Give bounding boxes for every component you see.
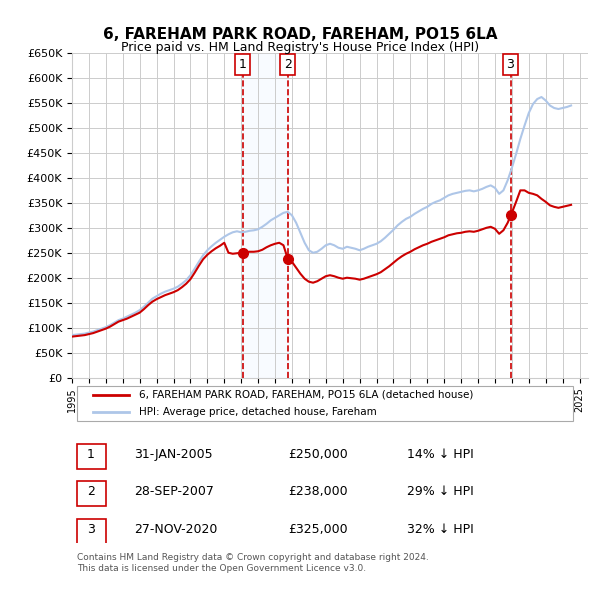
Text: 2: 2 <box>284 58 292 71</box>
Text: 1: 1 <box>87 448 95 461</box>
Text: HPI: Average price, detached house, Fareham: HPI: Average price, detached house, Fare… <box>139 407 377 417</box>
Bar <box>242 53 288 378</box>
Text: 3: 3 <box>87 523 95 536</box>
FancyBboxPatch shape <box>77 481 106 506</box>
Text: £238,000: £238,000 <box>289 485 349 498</box>
Text: 6, FAREHAM PARK ROAD, FAREHAM, PO15 6LA: 6, FAREHAM PARK ROAD, FAREHAM, PO15 6LA <box>103 27 497 41</box>
Text: 2: 2 <box>87 485 95 498</box>
Text: 3: 3 <box>506 58 514 71</box>
Text: Contains HM Land Registry data © Crown copyright and database right 2024.
This d: Contains HM Land Registry data © Crown c… <box>77 553 429 573</box>
Text: 29% ↓ HPI: 29% ↓ HPI <box>407 485 474 498</box>
Text: 31-JAN-2005: 31-JAN-2005 <box>134 448 212 461</box>
Text: £250,000: £250,000 <box>289 448 349 461</box>
Text: £325,000: £325,000 <box>289 523 349 536</box>
Text: 28-SEP-2007: 28-SEP-2007 <box>134 485 214 498</box>
FancyBboxPatch shape <box>77 519 106 544</box>
Text: 14% ↓ HPI: 14% ↓ HPI <box>407 448 474 461</box>
FancyBboxPatch shape <box>77 444 106 469</box>
Text: 32% ↓ HPI: 32% ↓ HPI <box>407 523 474 536</box>
FancyBboxPatch shape <box>77 386 572 421</box>
Text: 27-NOV-2020: 27-NOV-2020 <box>134 523 217 536</box>
Text: Price paid vs. HM Land Registry's House Price Index (HPI): Price paid vs. HM Land Registry's House … <box>121 41 479 54</box>
Text: 6, FAREHAM PARK ROAD, FAREHAM, PO15 6LA (detached house): 6, FAREHAM PARK ROAD, FAREHAM, PO15 6LA … <box>139 390 473 400</box>
Text: 1: 1 <box>239 58 247 71</box>
